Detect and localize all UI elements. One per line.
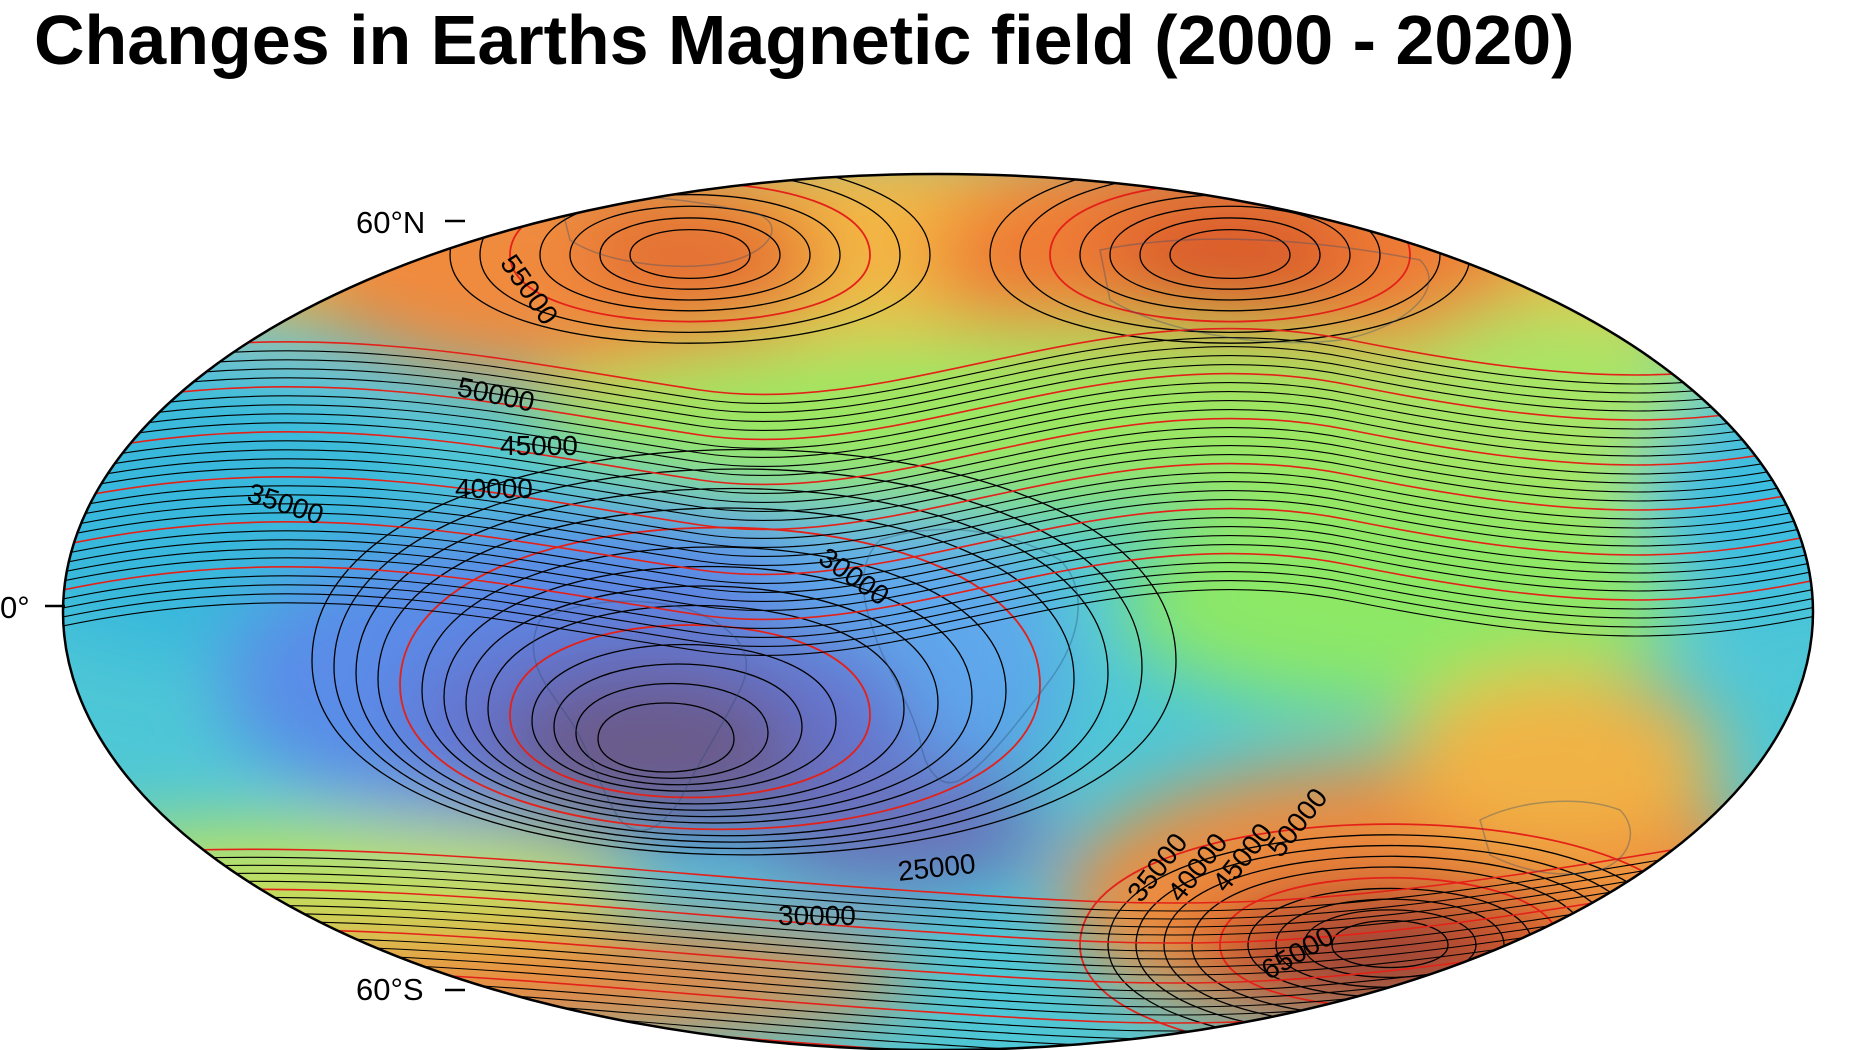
contour-line <box>63 543 1813 612</box>
contour-line <box>63 827 1813 912</box>
lat-label-60s: 60°S <box>356 972 424 1007</box>
contour-line <box>1169 229 1291 280</box>
contour-line <box>63 534 1813 603</box>
contour-line <box>63 345 1813 414</box>
contour-line <box>63 408 1813 477</box>
contour-line <box>487 604 905 805</box>
contour-line <box>63 381 1813 450</box>
latitude-ticks <box>45 219 465 992</box>
contour-line <box>1139 217 1321 290</box>
contour-label: 40000 <box>455 473 533 504</box>
contour-line <box>355 487 1109 843</box>
lat-label-60n: 60°N <box>356 205 426 240</box>
contour-line <box>63 561 1813 630</box>
contour-line <box>63 851 1813 936</box>
contour-line <box>63 516 1813 585</box>
contour-label: 45000 <box>500 430 578 461</box>
contour-line <box>63 819 1813 904</box>
contour-line <box>1331 919 1449 969</box>
map-frame <box>62 172 1814 1050</box>
lat-label-equator: 0° <box>0 590 30 625</box>
contour-line <box>63 498 1813 567</box>
contour-line <box>63 507 1813 576</box>
contour-line <box>333 468 1143 850</box>
contour-line <box>1049 181 1411 323</box>
contour-line <box>63 336 1813 405</box>
contour-line <box>63 883 1813 968</box>
contour-line <box>63 859 1813 944</box>
contour-line <box>63 471 1813 540</box>
contour-line <box>63 435 1813 504</box>
contour-line <box>63 552 1813 621</box>
contour-line <box>63 399 1813 468</box>
contour-line <box>63 372 1813 441</box>
contour-line <box>569 205 811 301</box>
contour-line <box>575 682 769 780</box>
contour-line <box>449 174 931 344</box>
contour-line <box>1109 205 1351 301</box>
contour-line <box>377 507 1075 837</box>
contour-line <box>63 835 1813 920</box>
contour-line <box>63 875 1813 960</box>
contour-line <box>63 417 1813 486</box>
contour-line <box>629 229 751 280</box>
contour-line <box>553 663 803 786</box>
contour-line <box>63 354 1813 423</box>
contour-line <box>63 843 1813 928</box>
contour-line <box>63 390 1813 459</box>
contour-line <box>63 867 1813 952</box>
contour-line <box>63 570 1813 639</box>
contour-line <box>1079 193 1381 312</box>
contour-line <box>599 217 781 290</box>
contour-line <box>63 579 1813 648</box>
contour-line <box>63 525 1813 594</box>
contour-line <box>63 426 1813 495</box>
contour-line <box>63 480 1813 549</box>
contour-line <box>63 444 1813 513</box>
contour-line <box>63 588 1813 657</box>
contour-line <box>1303 909 1477 978</box>
contour-line <box>443 565 973 818</box>
contour-line <box>531 643 837 792</box>
contour-label: 30000 <box>778 900 856 931</box>
contour-line <box>311 448 1177 856</box>
contour-line <box>63 489 1813 558</box>
contour-line <box>63 453 1813 522</box>
contour-line <box>597 702 735 773</box>
contour-line <box>63 363 1813 432</box>
map-title: Changes in Earths Magnetic field (2000 -… <box>34 1 1575 79</box>
contour-line <box>63 462 1813 531</box>
contour-line <box>509 624 871 799</box>
contour-line <box>465 585 939 811</box>
field-colors <box>63 174 1813 1050</box>
contour-line <box>63 327 1813 396</box>
